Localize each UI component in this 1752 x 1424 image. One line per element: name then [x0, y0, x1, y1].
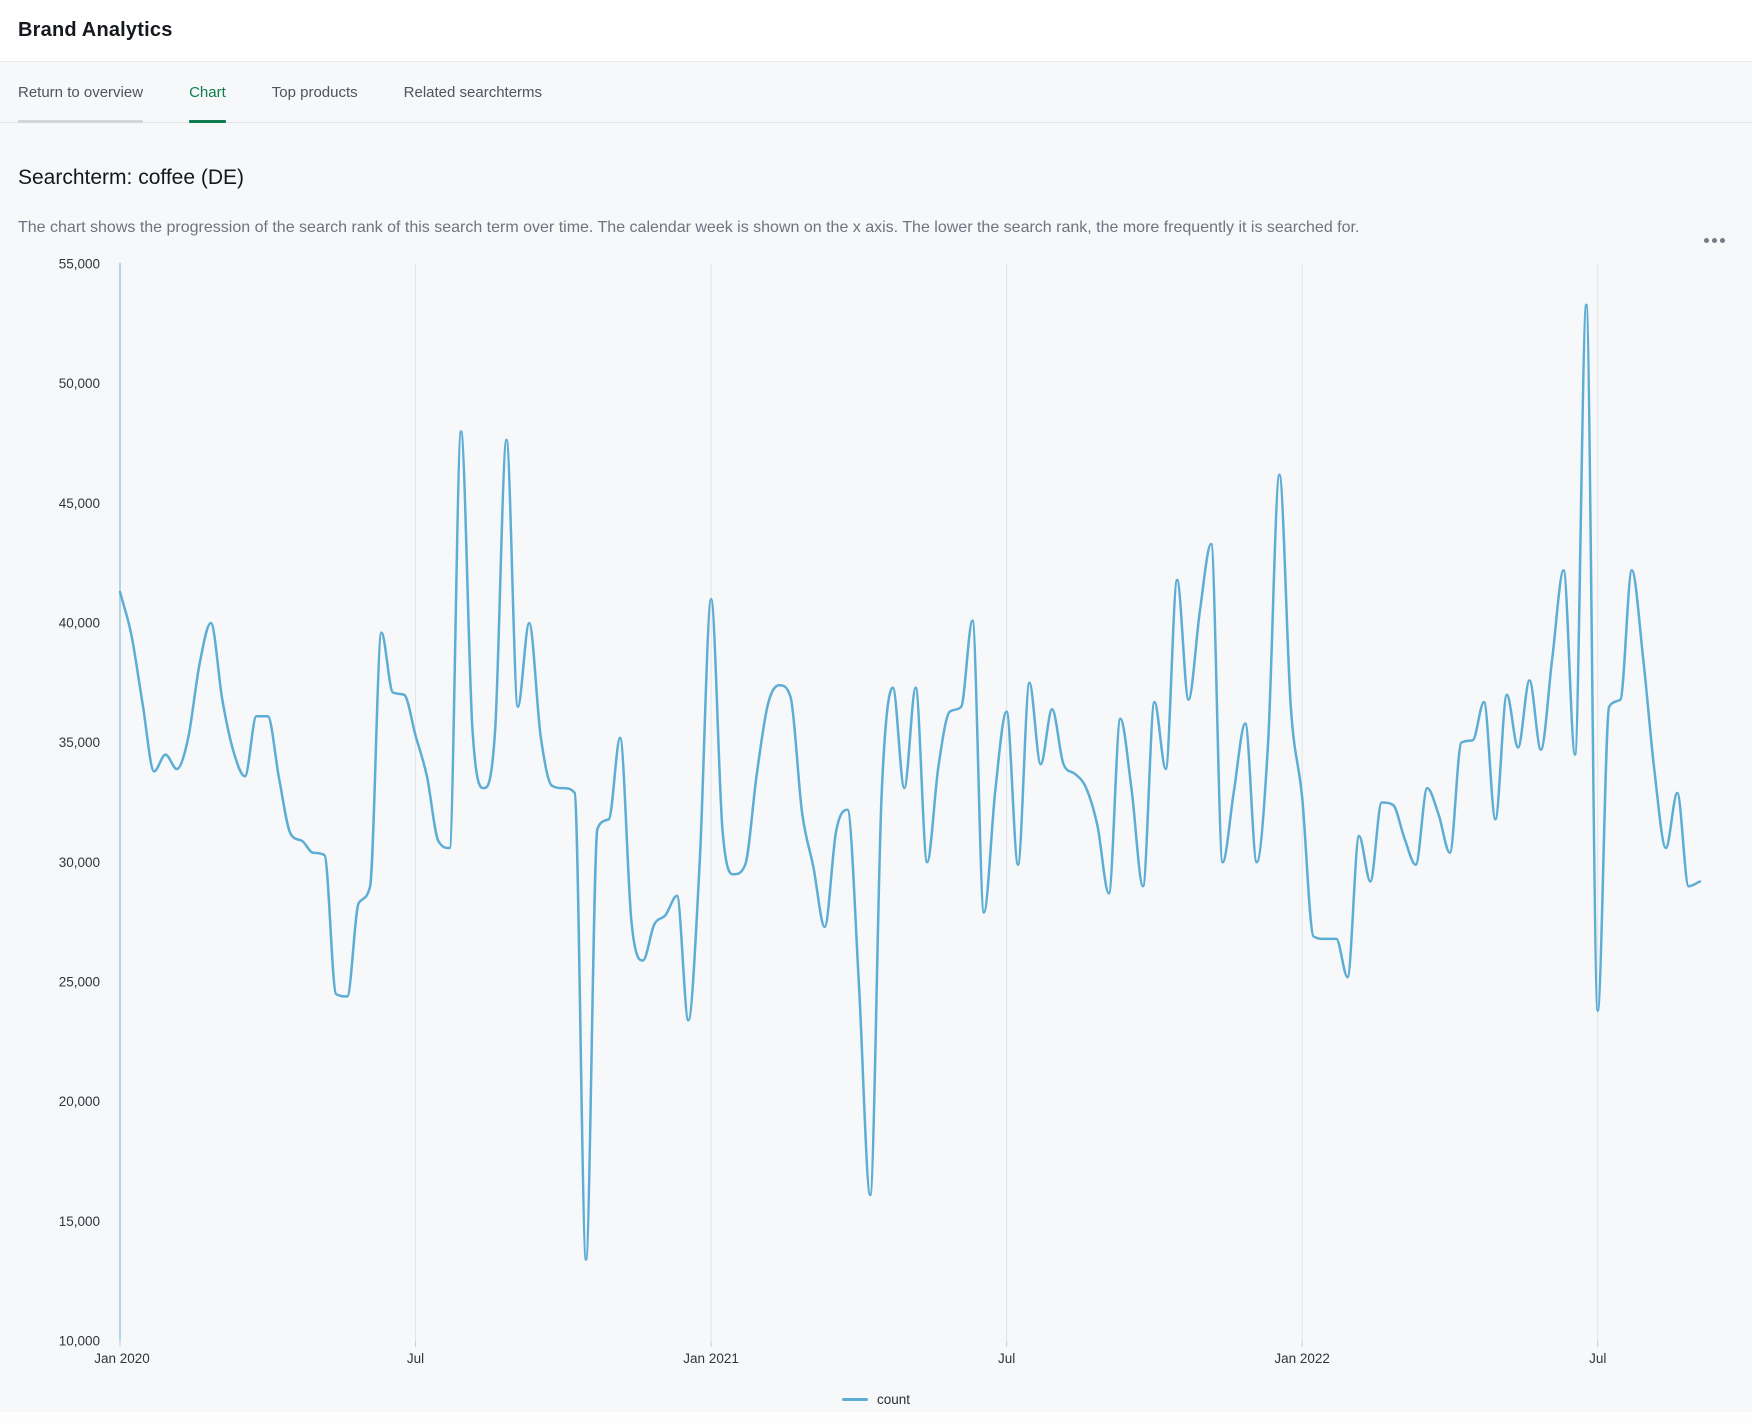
tab-return-to-overview[interactable]: Return to overview [18, 63, 144, 123]
y-axis-label: 45,000 [59, 496, 100, 511]
labels-group: Jan 2020 Jul Jan 2021 Jul Jan 2022 Jul 10,000 1… [59, 257, 1607, 1367]
x-axis-label: Jul [998, 1351, 1015, 1366]
y-axis-label: 30,000 [59, 855, 100, 870]
search-rank-chart[interactable]: Jan 2020 Jul Jan 2021 Jul Jan 2022 Jul 10,000 1… [0, 228, 1752, 1424]
x-axis-label: Jan 2021 [683, 1351, 739, 1366]
x-axis-label: Jan 2022 [1274, 1351, 1330, 1366]
chart-options-button[interactable] [1698, 230, 1730, 250]
y-axis-label: 15,000 [59, 1214, 100, 1229]
axis-group [119, 263, 1599, 1347]
y-axis-label: 50,000 [59, 376, 100, 391]
tab-bar: Return to overview Chart Top products Re… [0, 63, 1752, 123]
y-axis-label: 10,000 [59, 1334, 100, 1349]
bottom-strip [0, 1412, 1752, 1424]
x-axis-label: Jan 2020 [94, 1351, 150, 1366]
chart-description: The chart shows the progression of the s… [18, 219, 1360, 236]
section-title: Searchterm: coffee (DE) [18, 166, 245, 190]
y-axis-label: 40,000 [59, 616, 100, 631]
y-axis-label: 25,000 [59, 975, 100, 990]
x-axis-label: Jul [407, 1351, 424, 1366]
y-axis-label: 20,000 [59, 1094, 100, 1109]
y-axis-label: 55,000 [59, 257, 100, 272]
tab-top-products[interactable]: Top products [271, 84, 358, 101]
legend-line-swatch [841, 1397, 868, 1401]
gridlines-group [415, 264, 1599, 1341]
tab-related-searchterms[interactable]: Related searchterms [403, 84, 543, 101]
series-group [118, 303, 1702, 1261]
legend-label: count [876, 1391, 911, 1407]
legend-item-count[interactable]: count [0, 1390, 1752, 1408]
x-axis-label: Jul [1589, 1351, 1606, 1366]
page-title: Brand Analytics [18, 19, 173, 41]
series-line [118, 303, 1702, 1261]
app-header: Brand Analytics [0, 0, 1752, 62]
y-axis-label: 35,000 [59, 735, 100, 750]
chart-svg: Jan 2020 Jul Jan 2021 Jul Jan 2022 Jul 10,000 1… [59, 257, 1702, 1367]
tab-chart[interactable]: Chart [189, 63, 226, 123]
